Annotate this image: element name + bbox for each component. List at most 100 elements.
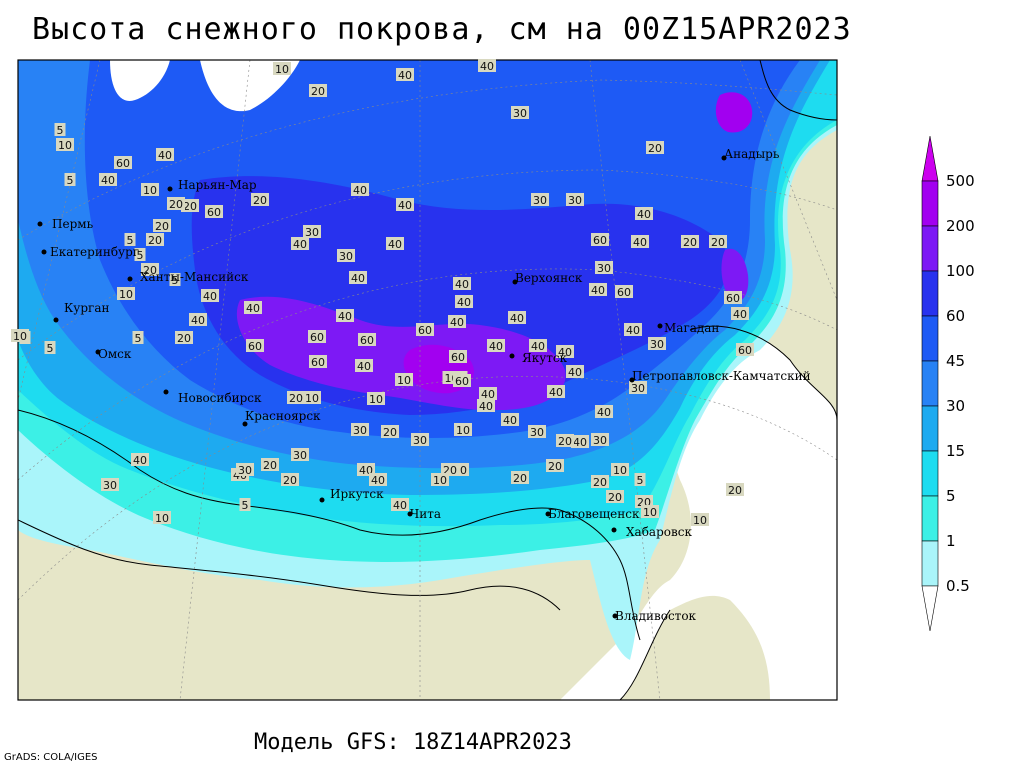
contour-label-bg <box>351 183 369 196</box>
contour-label: 40 <box>338 310 352 323</box>
contour-label-bg <box>153 219 171 232</box>
contour-label-bg <box>134 248 146 261</box>
contour-label-bg <box>556 345 574 358</box>
legend-top-arrow <box>921 135 939 182</box>
contour-label: 40 <box>597 406 611 419</box>
contour-label-bg <box>528 425 546 438</box>
map-frame <box>17 59 838 701</box>
contour-label: 20 <box>289 392 303 405</box>
contour-label-bg <box>611 463 629 476</box>
contour-label: 30 <box>305 226 319 239</box>
contour-label-bg <box>635 207 653 220</box>
contour-label-bg <box>99 173 117 186</box>
city-label: Якутск <box>522 351 568 365</box>
legend-bottom-arrow <box>921 585 939 632</box>
contour-label: 20 <box>648 142 662 155</box>
city-label: Верхоянск <box>515 271 583 285</box>
contour-label: 40 <box>455 278 469 291</box>
contour-label: 30 <box>293 449 307 462</box>
contour-label-bg <box>303 225 321 238</box>
contour-label-bg <box>455 295 473 308</box>
contour-label-bg <box>591 433 609 446</box>
contour-label: 5 <box>135 332 142 345</box>
contour-label: 60 <box>726 292 740 305</box>
contour-label-bg <box>156 148 174 161</box>
contour-label-bg <box>646 141 664 154</box>
contour-label-bg <box>566 365 584 378</box>
contour-label-bg <box>101 478 119 491</box>
legend-swatch-30 <box>921 360 939 407</box>
city-dot <box>629 377 635 383</box>
contour-label-bg <box>236 463 254 476</box>
contour-label: 30 <box>103 479 117 492</box>
contour-label: 10 <box>275 63 289 76</box>
city-label: Нарьян-Мар <box>178 178 257 192</box>
contour-label: 20 <box>143 264 157 277</box>
contour-label-bg <box>709 235 727 248</box>
legend-label-500: 500 <box>946 172 975 190</box>
contour-label-bg <box>731 307 749 320</box>
contour-label-bg <box>589 283 607 296</box>
city-dot <box>95 349 101 355</box>
contour-label-bg <box>146 233 164 246</box>
contour-label-bg <box>175 331 193 344</box>
legend-label-45: 45 <box>946 352 965 370</box>
contour-label: 20 <box>263 459 277 472</box>
contour-label-bg <box>449 350 467 363</box>
contour-label: 40 <box>637 208 651 221</box>
contour-label: 60 <box>116 157 130 170</box>
contour-label: 30 <box>533 194 547 207</box>
contour-label: 60 <box>451 351 465 364</box>
contour-label-bg <box>591 475 609 488</box>
contour-label-bg <box>169 273 181 286</box>
contour-label: 40 <box>357 360 371 373</box>
snow-band-200-kamchatka <box>721 248 749 302</box>
contour-label: 30 <box>568 194 582 207</box>
contour-label: 40 <box>510 312 524 325</box>
contour-label: 60 <box>617 286 631 299</box>
contour-label: 20 <box>608 491 622 504</box>
contour-label-bg <box>56 138 74 151</box>
contour-label: 30 <box>413 434 427 447</box>
contour-label: 40 <box>203 290 217 303</box>
legend-swatch-1 <box>921 495 939 542</box>
contour-label-bg <box>487 339 505 352</box>
contour-label: 10 <box>643 506 657 519</box>
contour-label: 60 <box>248 340 262 353</box>
contour-label: 40 <box>503 414 517 427</box>
contour-label: 60 <box>738 344 752 357</box>
contour-label-bg <box>273 62 291 75</box>
city-dot <box>657 323 663 329</box>
city-label: Хабаровск <box>626 525 692 539</box>
city-dot <box>167 186 173 192</box>
contour-label: 40 <box>191 314 205 327</box>
contour-label-bg <box>141 183 159 196</box>
legend-label-15: 15 <box>946 442 965 460</box>
contour-label-bg <box>54 123 66 136</box>
contour-label-bg <box>556 434 574 447</box>
contour-label-bg <box>181 199 199 212</box>
contour-label-bg <box>44 341 56 354</box>
city-label: Чита <box>410 507 441 521</box>
contour-label: 60 <box>207 206 221 219</box>
city-dot <box>545 511 551 517</box>
city-label: Ханты-Мансийск <box>140 270 249 284</box>
contour-label-bg <box>396 68 414 81</box>
contour-label-bg <box>726 483 744 496</box>
contour-label: 40 <box>479 400 493 413</box>
contour-label: 20 <box>548 460 562 473</box>
contour-label-bg <box>367 392 385 405</box>
contour-label-bg <box>478 59 496 72</box>
contour-label-bg <box>281 473 299 486</box>
contour-label: 40 <box>133 454 147 467</box>
contour-label-bg <box>648 337 666 350</box>
city-dot <box>612 613 618 619</box>
contour-label-bg <box>546 459 564 472</box>
contour-label-bg <box>386 237 404 250</box>
contour-label: 10 <box>433 474 447 487</box>
contour-label: 40 <box>626 324 640 337</box>
contour-label-bg <box>453 374 471 387</box>
contour-label-bg <box>736 343 754 356</box>
city-dot <box>163 389 169 395</box>
